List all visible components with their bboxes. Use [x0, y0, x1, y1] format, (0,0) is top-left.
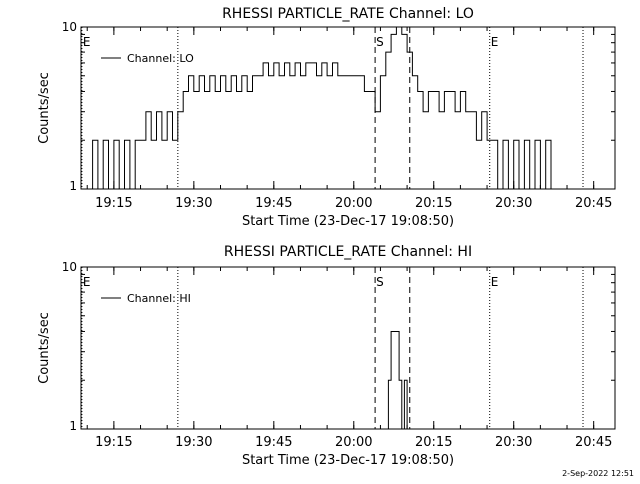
x-tick-label: 20:15 — [415, 435, 452, 450]
y-tick-label: 1 — [69, 179, 77, 193]
y-tick-label: 10 — [62, 260, 77, 274]
event-marker-label: E — [491, 35, 499, 49]
chart-title: RHESSI PARTICLE_RATE Channel: LO — [222, 6, 474, 22]
x-tick-label: 19:30 — [175, 435, 212, 450]
x-tick-label: 19:15 — [95, 435, 132, 450]
event-marker-label: E — [83, 275, 91, 289]
x-tick-label: 19:30 — [175, 196, 212, 211]
legend-label: Channel: HI — [127, 292, 191, 305]
x-tick-label: 20:45 — [575, 196, 612, 211]
x-tick-label: 20:00 — [335, 435, 372, 450]
chart-title: RHESSI PARTICLE_RATE Channel: HI — [224, 244, 472, 260]
series-line — [87, 26, 552, 190]
x-tick-label: 19:45 — [255, 435, 292, 450]
y-axis-label: Counts/sec — [37, 312, 52, 384]
event-marker-label: E — [491, 275, 499, 289]
x-tick-label: 20:15 — [415, 196, 452, 211]
y-tick-label: 1 — [69, 419, 77, 433]
x-axis-label: Start Time (23-Dec-17 19:08:50) — [242, 453, 454, 468]
x-tick-label: 20:00 — [335, 196, 372, 211]
x-tick-label: 20:30 — [495, 196, 532, 211]
event-marker-label: S — [376, 275, 384, 289]
x-tick-label: 20:30 — [495, 435, 532, 450]
footer-timestamp: 2-Sep-2022 12:51 — [562, 469, 634, 478]
x-axis-label: Start Time (23-Dec-17 19:08:50) — [242, 214, 454, 229]
x-tick-label: 20:45 — [575, 435, 612, 450]
event-marker-label: E — [83, 35, 91, 49]
series-line — [385, 331, 408, 430]
y-axis-label: Counts/sec — [37, 72, 52, 144]
plot-frame — [80, 266, 616, 430]
legend-label: Channel: LO — [127, 52, 194, 65]
y-tick-label: 10 — [62, 20, 77, 34]
x-tick-label: 19:45 — [255, 196, 292, 211]
event-marker-label: S — [376, 35, 384, 49]
x-tick-label: 19:15 — [95, 196, 132, 211]
plot-frame — [80, 26, 616, 190]
